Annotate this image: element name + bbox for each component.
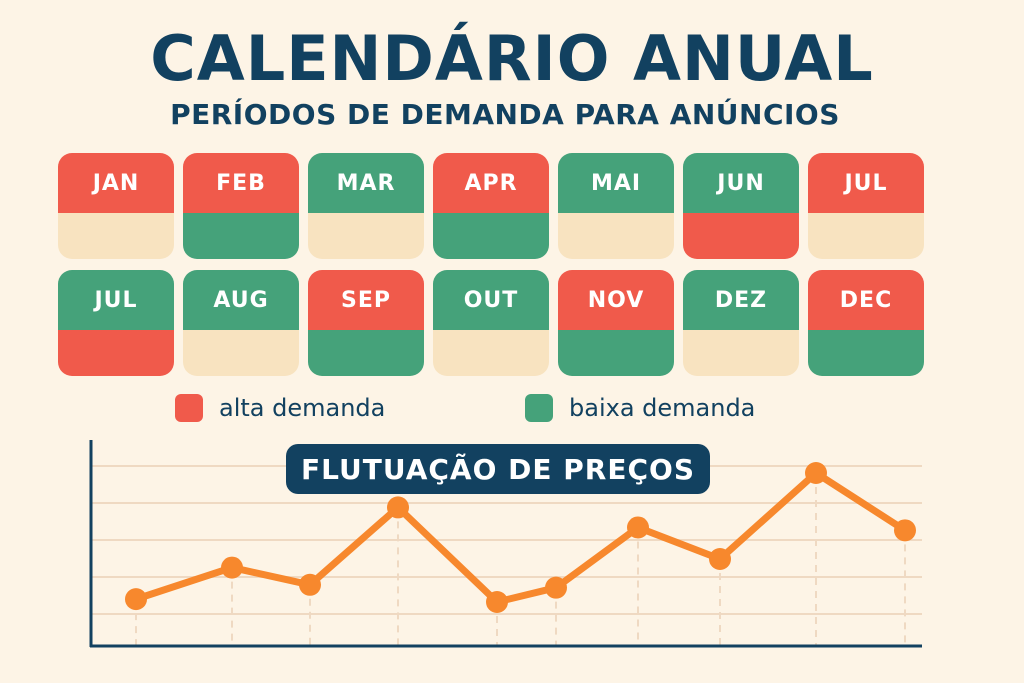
month-card: MAI [558, 153, 674, 259]
month-card: AUG [183, 270, 299, 376]
legend-swatch-high [175, 394, 203, 422]
month-demand-band [433, 213, 549, 259]
month-label: APR [433, 153, 549, 213]
month-demand-band [808, 213, 924, 259]
month-demand-band [433, 330, 549, 376]
data-point [709, 548, 731, 570]
month-label: JAN [58, 153, 174, 213]
month-label: NOV [558, 270, 674, 330]
month-label: MAR [308, 153, 424, 213]
month-demand-band [183, 330, 299, 376]
data-point [221, 556, 243, 579]
month-card: JAN [58, 153, 174, 259]
month-demand-band [808, 330, 924, 376]
month-demand-band [58, 213, 174, 259]
month-card: SEP [308, 270, 424, 376]
month-label: SEP [308, 270, 424, 330]
month-demand-band [183, 213, 299, 259]
legend-item-high: alta demanda [175, 394, 385, 422]
data-point [387, 496, 409, 519]
data-point [627, 516, 649, 539]
month-demand-band [683, 330, 799, 376]
page-title: CALENDÁRIO ANUAL [150, 22, 874, 95]
legend-item-low: baixa demanda [525, 394, 755, 422]
legend: alta demanda baixa demanda [175, 394, 825, 424]
month-label: JUL [58, 270, 174, 330]
data-point [805, 462, 827, 484]
month-card: JUL [58, 270, 174, 376]
month-card: MAR [308, 153, 424, 259]
month-demand-band [308, 213, 424, 259]
month-label: FEB [183, 153, 299, 213]
month-label: JUN [683, 153, 799, 213]
month-label: OUT [433, 270, 549, 330]
calendar-grid: JAN FEB MAR APR MAI JUN JUL JUL AUG SEP OUT NOV DEZ D… [58, 153, 924, 376]
month-label: DEZ [683, 270, 799, 330]
month-card: JUL [808, 153, 924, 259]
month-card: OUT [433, 270, 549, 376]
month-demand-band [558, 213, 674, 259]
data-point [486, 591, 508, 613]
price-line [132, 469, 909, 606]
data-point [299, 573, 321, 596]
month-label: DEC [808, 270, 924, 330]
data-point [894, 519, 916, 542]
legend-label-low: baixa demanda [569, 394, 756, 422]
chart-title: FLUTUAÇÃO DE PREÇOS [286, 444, 710, 494]
month-label: MAI [558, 153, 674, 213]
month-demand-band [558, 330, 674, 376]
month-label: JUL [808, 153, 924, 213]
month-card: DEZ [683, 270, 799, 376]
month-card: JUN [683, 153, 799, 259]
month-card: DEC [808, 270, 924, 376]
month-card: APR [433, 153, 549, 259]
page-subtitle: PERÍODOS DE DEMANDA PARA ANÚNCIOS [170, 98, 840, 131]
legend-label-high: alta demanda [219, 394, 386, 422]
data-point [545, 576, 567, 599]
legend-swatch-low [525, 394, 553, 422]
month-label: AUG [183, 270, 299, 330]
month-demand-band [308, 330, 424, 376]
month-demand-band [58, 330, 174, 376]
data-point [125, 588, 147, 611]
month-card: NOV [558, 270, 674, 376]
month-demand-band [683, 213, 799, 259]
month-card: FEB [183, 153, 299, 259]
